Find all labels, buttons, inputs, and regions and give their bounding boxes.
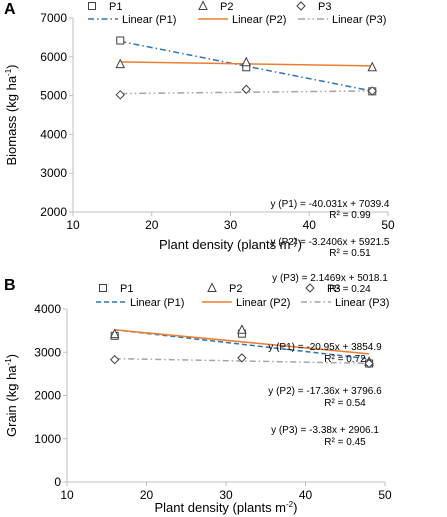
trendline-p1 [120,40,373,92]
regression-equation: y (P2) = -17.36x + 3796.6 [268,386,382,397]
y-tick-label: 1000 [34,432,61,446]
legend-label-p2: P2 [229,283,242,295]
trendline-p1 [114,329,370,360]
legend-marker-p2 [207,282,217,292]
legend-marker-p3 [305,283,315,293]
y-tick-label: 2000 [40,205,67,219]
data-point-p3 [109,354,120,365]
x-tick-label: 10 [60,488,74,502]
trendline-p3 [120,90,373,95]
data-point-p3 [364,358,374,369]
y-tick-label: 2000 [34,389,61,403]
data-point-p2 [367,61,378,72]
x-tick-label: 40 [303,218,317,232]
legend-label-linear-p1: Linear (P1) [122,14,176,26]
y-axis-label: Grain (kg ha-1) [4,354,19,437]
legend-label-linear-p3: Linear (P3) [332,14,386,26]
legend-label-p1: P1 [120,283,133,295]
x-axis-label: Plant density (plants m-2) [155,500,298,515]
legend-label-linear-p2: Linear (P2) [232,14,286,26]
data-point-p1 [116,36,125,45]
x-tick-label: 30 [219,488,233,502]
legend-label-p3: P3 [318,1,331,13]
legend-label-p1: P1 [109,1,122,13]
regression-equation: y (P3) = 2.1469x + 5018.1 [272,273,388,284]
data-point-p3 [241,84,251,95]
y-tick-label: 6000 [40,50,67,64]
y-axis-label: Biomass (kg ha-1) [4,64,19,165]
chart-panel-a: A 10 20 30 40 50 2000 3000 4000 5000 6000 7000 Plant… [4,0,395,295]
y-tick-label: 0 [54,475,61,489]
legend-marker-p3 [296,1,306,11]
legend-label-linear-p2: Linear (P2) [236,297,290,309]
trendline-p2 [114,329,370,355]
regression-equation: y (P3) = -3.38x + 2906.1 [271,425,379,436]
x-tick-label: 50 [378,488,392,502]
regression-equation: y (P2) = -3.2406x + 5921.5 [271,237,390,248]
panel-label: A [4,1,16,18]
legend-label-p3: P3 [327,283,340,295]
chart-panel-b: B 10 20 30 40 50 0 1000 2000 3000 4000 Plant densit… [4,277,392,515]
r-squared-label: R² = 0.24 [329,284,371,295]
y-tick-label: 5000 [40,89,67,103]
legend-label-linear-p1: Linear (P1) [130,297,184,309]
data-point-p2 [237,324,247,334]
x-tick-label: 20 [140,488,154,502]
data-point-p2 [109,328,120,339]
data-point-p3 [115,90,125,100]
data-point-p2 [115,58,126,69]
regression-equation: y (P1) = -40.031x + 7039.4 [271,199,390,210]
legend-label-p2: P2 [220,1,233,13]
panel-label: B [4,277,16,294]
data-point-p2 [241,56,252,67]
legend-marker-p1 [88,2,96,10]
y-tick-label: 3000 [40,166,67,180]
y-tick-label: 3000 [34,345,61,359]
x-axis-label: Plant density (plants m-2) [159,237,302,252]
x-tick-label: 30 [224,218,238,232]
y-tick-label: 7000 [40,11,67,25]
data-point-p3 [367,86,377,96]
r-squared-label: R² = 0.51 [329,248,371,259]
regression-equation: y (P1) = -20.95x + 3854.9 [268,342,382,353]
r-squared-label: R² = 0.72 [324,354,366,365]
x-tick-label: 50 [381,218,395,232]
r-squared-label: R² = 0.54 [324,398,366,409]
x-tick-label: 10 [66,218,80,232]
y-tick-label: 4000 [40,127,67,141]
r-squared-label: R² = 0.99 [329,210,371,221]
legend-marker-p1 [99,284,107,292]
legend-marker-p2 [198,0,208,10]
x-tick-label: 40 [299,488,313,502]
r-squared-label: R² = 0.45 [324,437,366,448]
data-point-p3 [237,353,247,363]
x-tick-label: 20 [145,218,159,232]
y-tick-label: 4000 [34,302,61,316]
legend-label-linear-p3: Linear (P3) [335,297,389,309]
